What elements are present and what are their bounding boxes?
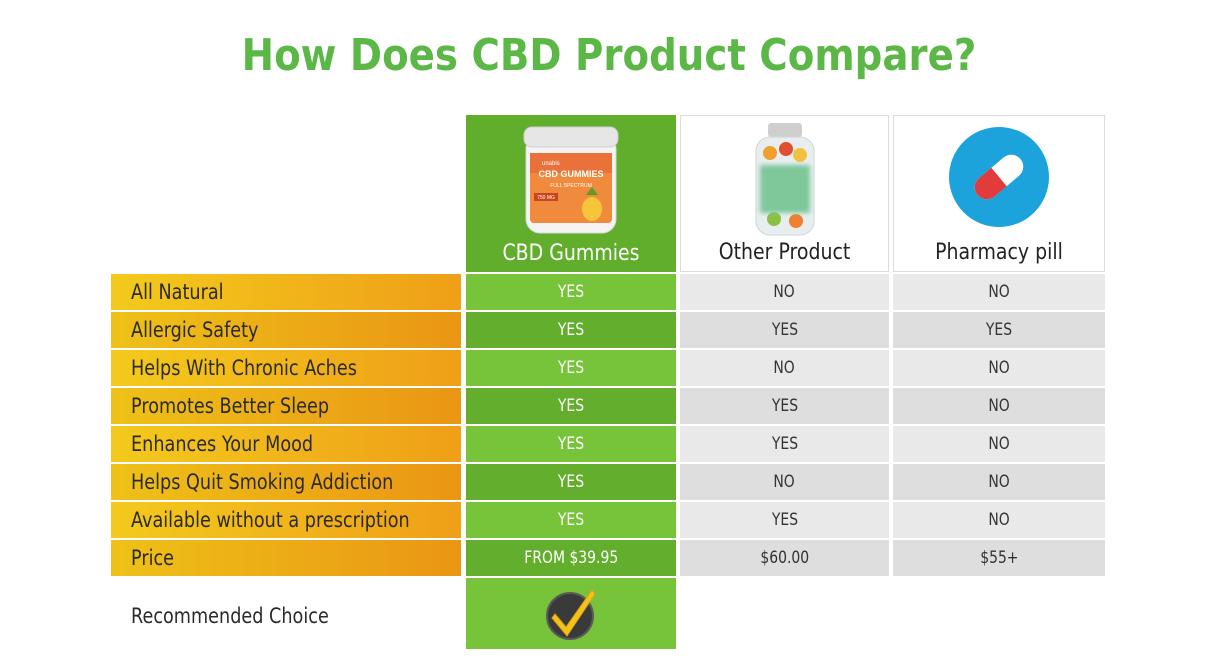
feature-label: Promotes Better Sleep [111, 388, 461, 424]
column-label-pharmacy-pill: Pharmacy pill [935, 240, 1063, 265]
column-header-pharmacy-pill: Pharmacy pill [893, 115, 1105, 272]
jar-brand-text: unabis [542, 161, 560, 167]
feature-label: Price [111, 540, 461, 576]
column-header-other-product: Other Product [680, 115, 889, 272]
table-row: All Natural YES NO NO [0, 274, 1218, 310]
other-value: NO [680, 350, 889, 386]
cbd-gummies-jar-image: CBD GUMMIES FULL SPECTRUM 750 MG unabis [523, 126, 619, 234]
cbd-value: YES [466, 312, 676, 348]
pill-price: $55+ [893, 540, 1105, 576]
table-row: Promotes Better Sleep YES YES NO [0, 388, 1218, 424]
cbd-value: YES [466, 464, 676, 500]
other-value: YES [680, 426, 889, 462]
table-row: Helps Quit Smoking Addiction YES NO NO [0, 464, 1218, 500]
feature-label: Helps Quit Smoking Addiction [111, 464, 461, 500]
feature-label: Enhances Your Mood [111, 426, 461, 462]
recommended-choice-label: Recommended Choice [131, 604, 329, 628]
cbd-value: YES [466, 502, 676, 538]
cbd-value: YES [466, 388, 676, 424]
column-label-cbd-gummies: CBD Gummies [502, 241, 640, 266]
other-value: NO [680, 464, 889, 500]
column-label-other-product: Other Product [718, 240, 851, 265]
pill-value: NO [893, 350, 1105, 386]
other-value: YES [680, 312, 889, 348]
pill-value: NO [893, 274, 1105, 310]
table-row: Allergic Safety YES YES YES [0, 312, 1218, 348]
table-row-price: Price FROM $39.95 $60.00 $55+ [0, 540, 1218, 576]
other-value: YES [680, 388, 889, 424]
cbd-value: YES [466, 274, 676, 310]
other-value: NO [680, 274, 889, 310]
feature-label: Available without a prescription [111, 502, 461, 538]
checkmark-badge-icon [546, 589, 596, 640]
jar-dose-text: 750 MG [537, 195, 555, 201]
other-price: $60.00 [680, 540, 889, 576]
feature-label: Allergic Safety [111, 312, 461, 348]
pill-value: NO [893, 464, 1105, 500]
cbd-value: YES [466, 426, 676, 462]
cbd-price: FROM $39.95 [466, 540, 676, 576]
pill-value: NO [893, 502, 1105, 538]
pill-value: NO [893, 426, 1105, 462]
other-value: YES [680, 502, 889, 538]
feature-label: Helps With Chronic Aches [111, 350, 461, 386]
jar-name-text: CBD GUMMIES [539, 169, 604, 179]
pill-value: YES [893, 312, 1105, 348]
feature-label: All Natural [111, 274, 461, 310]
jar-sub-text: FULL SPECTRUM [550, 183, 592, 189]
pill-value: NO [893, 388, 1105, 424]
page-title: How Does CBD Product Compare? [241, 30, 977, 81]
blurred-bottle-image [755, 123, 815, 236]
pill-capsule-icon [949, 127, 1049, 227]
recommended-choice-cell [466, 578, 676, 649]
table-row: Enhances Your Mood YES YES NO [0, 426, 1218, 462]
table-row: Helps With Chronic Aches YES NO NO [0, 350, 1218, 386]
table-row: Available without a prescription YES YES… [0, 502, 1218, 538]
column-header-cbd-gummies: CBD GUMMIES FULL SPECTRUM 750 MG unabis … [466, 115, 676, 272]
cbd-value: YES [466, 350, 676, 386]
